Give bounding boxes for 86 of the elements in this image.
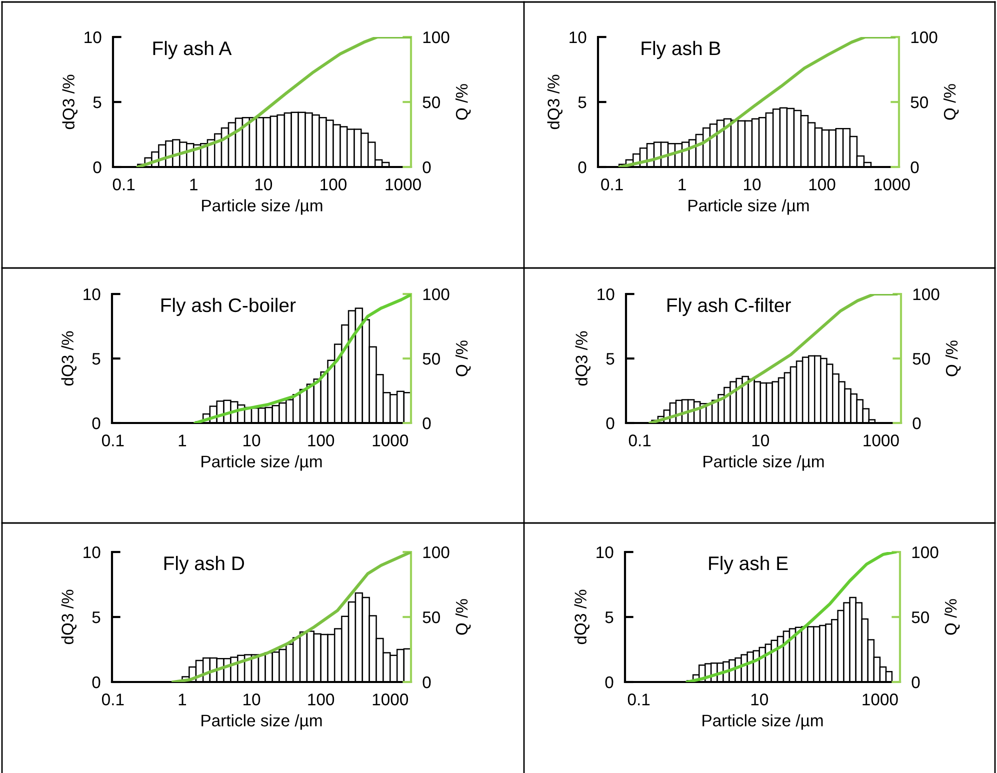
y-tick-label: 0 [92,676,100,688]
x-tick-label: 10 [744,178,761,190]
y-tick-label: 10 [84,31,102,44]
y2-tick-label: 50 [912,352,930,365]
x-tick-label: 0.1 [628,694,650,706]
y2-tick-label: 50 [422,611,440,624]
y2-tick-label: 50 [422,352,440,365]
y-tick-label: 0 [605,676,614,688]
x-tick-label: 100 [809,178,836,190]
y-axis-title: dQ3 /% [574,590,590,644]
x-axis-title: Particle size /µm [702,714,823,730]
chart-title: Fly ash C-boiler [161,298,296,316]
x-tick-label: 0.1 [601,178,623,190]
y2-axis-title: Q /% [943,84,959,120]
x-tick-label: 0.1 [102,434,124,446]
y2-axis-title: Q /% [944,599,960,635]
y2-tick-label: 100 [423,546,450,558]
y-tick-label: 10 [598,288,614,300]
chart-title: Fly ash A [153,40,232,60]
x-axis-title: Particle size /µm [704,455,824,471]
x-tick-label: 10 [244,694,260,706]
y-tick-label: 0 [578,161,586,174]
y2-tick-label: 100 [911,31,938,44]
y2-tick-label: 100 [912,546,938,558]
y-tick-label: 5 [92,353,100,365]
y-tick-label: 0 [92,417,100,430]
y2-tick-label: 50 [422,96,440,108]
y-tick-label: 10 [84,546,100,558]
y2-tick-label: 100 [423,31,450,44]
x-tick-label: 1 [178,694,186,706]
y2-axis-title: Q /% [455,340,471,376]
chart-title: Fly ash D [164,556,244,574]
x-tick-label: 0.1 [112,178,135,190]
y-tick-label: 0 [606,417,614,430]
y-axis-title: dQ3 /% [575,331,590,386]
x-tick-label: 1 [190,178,198,190]
x-tick-label: 100 [308,694,334,706]
x-tick-label: 1000 [862,694,898,706]
x-tick-label: 10 [244,434,260,446]
chart-title: Fly ash B [642,40,720,60]
y-axis-title: dQ3 /% [547,74,562,130]
x-tick-label: 1 [678,178,686,190]
y2-tick-label: 50 [910,96,928,108]
y-tick-label: 5 [93,96,102,108]
x-tick-label: 1000 [864,434,899,446]
y-tick-label: 10 [84,288,100,300]
x-tick-label: 10 [751,694,768,706]
x-tick-label: 0.1 [628,434,651,446]
y-axis-title: dQ3 /% [61,331,76,386]
chart-title: Fly ash E [709,556,788,574]
y2-tick-label: 100 [913,288,940,300]
y2-axis-title: Q /% [455,599,471,635]
y2-tick-label: 0 [910,161,919,174]
x-tick-label: 1000 [372,694,408,706]
x-tick-label: 1000 [386,178,421,190]
chart-title: Fly ash C-filter [667,298,791,316]
x-tick-label: 100 [320,178,346,190]
x-tick-label: 100 [308,434,334,446]
x-tick-label: 1000 [874,178,910,190]
x-axis-title: Particle size /µm [202,455,322,471]
x-axis-title: Particle size /µm [688,199,809,215]
x-tick-label: 0.1 [102,694,124,706]
y-tick-label: 5 [605,612,614,624]
y2-tick-label: 0 [912,417,921,430]
y-tick-label: 5 [578,96,586,108]
x-axis-title: Particle size /µm [202,199,322,215]
y-tick-label: 5 [92,612,100,624]
y2-tick-label: 0 [422,676,431,688]
y2-tick-label: 0 [422,417,431,430]
y-tick-label: 5 [606,353,614,365]
y2-axis-title: Q /% [945,340,961,376]
x-tick-label: 1000 [372,434,408,446]
y2-tick-label: 50 [912,611,929,624]
x-tick-label: 10 [752,434,770,446]
y-tick-label: 10 [596,546,614,558]
x-tick-label: 1 [178,434,186,446]
y-tick-label: 10 [570,31,586,44]
y2-tick-label: 0 [422,161,431,174]
y-axis-title: dQ3 /% [62,74,78,130]
y2-axis-title: Q /% [455,84,471,120]
x-axis-title: Particle size /µm [202,714,322,730]
y-axis-title: dQ3 /% [61,590,76,644]
y-tick-label: 0 [93,161,102,174]
x-tick-label: 10 [255,178,272,190]
y2-tick-label: 100 [423,288,450,300]
y2-tick-label: 0 [912,676,920,688]
